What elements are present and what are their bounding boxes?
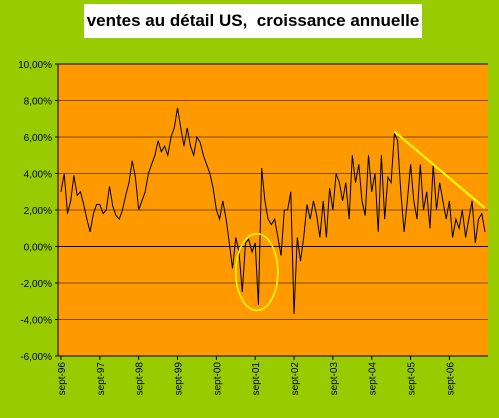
- y-tick-label: -4,00%: [20, 316, 52, 327]
- x-tick-label: sept-04: [368, 362, 379, 396]
- y-tick-label: 2,00%: [24, 206, 52, 217]
- x-tick-label: sept-99: [174, 362, 185, 396]
- y-axis: 10,00% 8,00% 6,00% 4,00% 2,00% 0,00% -2,00% -4,…: [18, 60, 58, 363]
- x-tick-label: sept-98: [135, 362, 146, 396]
- y-tick-label: 6,00%: [24, 133, 52, 144]
- y-tick-label: 10,00%: [18, 60, 52, 71]
- x-tick-label: sept-01: [251, 362, 262, 396]
- x-tick-label: sept-00: [212, 362, 223, 396]
- y-tick-label: 8,00%: [24, 97, 52, 108]
- series-line: [60, 107, 486, 315]
- y-tick-label: -2,00%: [20, 279, 52, 290]
- y-tick-label: -6,00%: [20, 352, 52, 363]
- highlight-circle: [235, 232, 279, 312]
- x-tick-label: sept-02: [290, 362, 301, 396]
- x-axis: sept-96 sept-97 sept-98 sept-99 sept-00 sept-…: [57, 356, 456, 395]
- y-tick-label: 0,00%: [24, 243, 52, 254]
- x-tick-label: sept-97: [96, 362, 107, 396]
- x-tick-label: sept-03: [329, 362, 340, 396]
- x-tick-label: sept-96: [57, 362, 68, 396]
- trend-line: [393, 130, 486, 209]
- x-tick-label: sept-05: [407, 362, 418, 396]
- x-tick-label: sept-06: [445, 362, 456, 396]
- y-tick-label: 4,00%: [24, 170, 52, 181]
- chart-title: ventes au détail US, croissance annuelle: [84, 4, 422, 38]
